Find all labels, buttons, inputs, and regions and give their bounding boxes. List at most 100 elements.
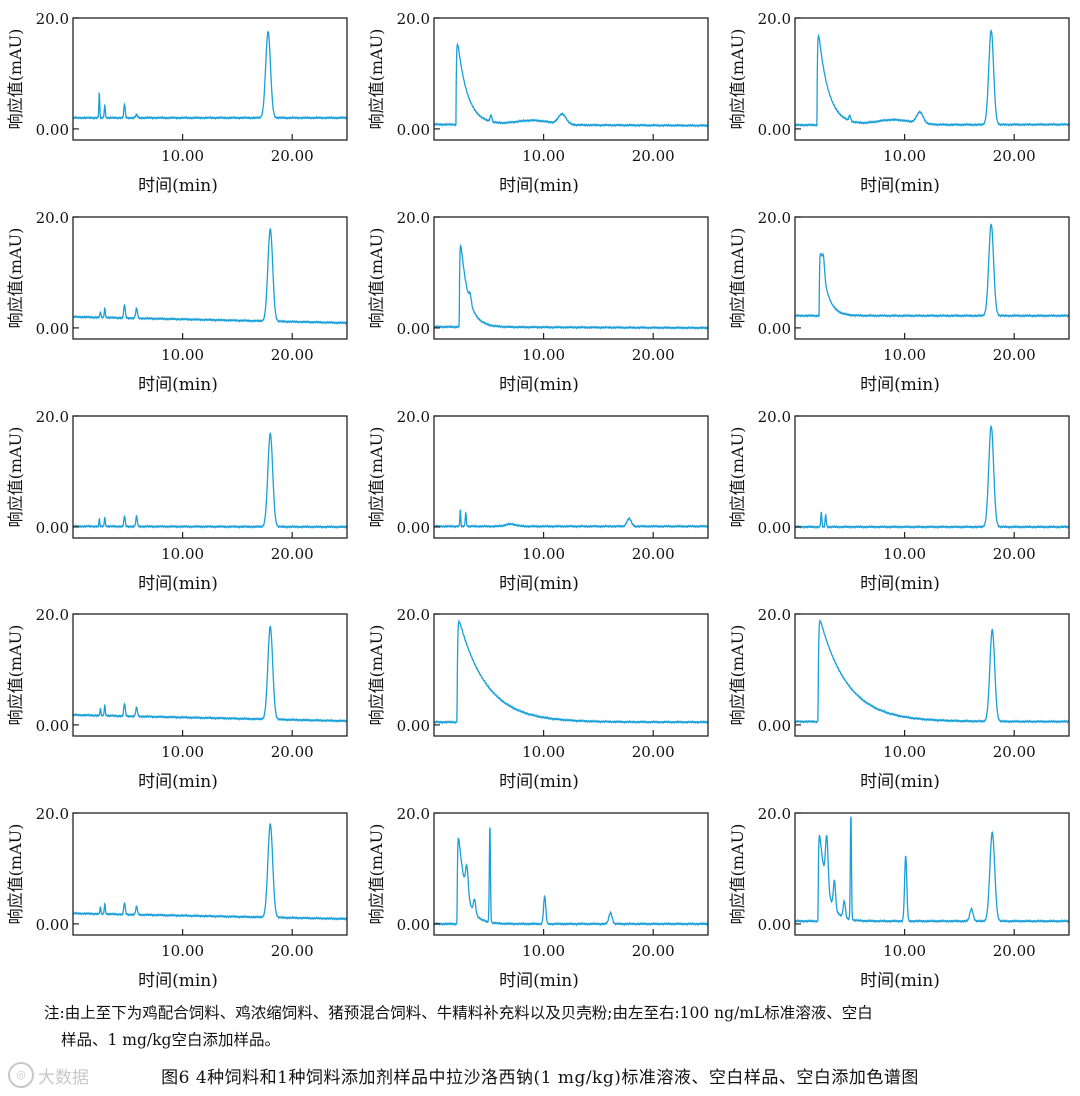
plot-frame [72,216,348,340]
x-tick-label: 10.00 [522,743,565,761]
y-axis-label: 响应值(mAU) [367,228,386,329]
x-axis-label: 时间(min) [499,971,579,991]
x-axis-label: 时间(min) [499,574,579,594]
plot-frame [72,415,348,539]
y-axis-label: 响应值(mAU) [367,625,386,726]
chromatogram-trace [433,827,709,927]
y-tick-label: 0.00 [758,519,791,537]
chromatogram-trace [433,509,709,529]
watermark-text: 大数据 [38,1067,89,1088]
y-tick-label: 20.0 [758,209,791,227]
plot-frame [72,613,348,737]
y-tick-label: 20.0 [758,805,791,823]
y-axis-label: 响应值(mAU) [367,824,386,925]
plot-frame [72,812,348,936]
y-tick-label: 0.00 [758,717,791,735]
y-tick-label: 20.0 [397,408,430,426]
y-tick-label: 20.0 [758,10,791,28]
x-axis-label: 时间(min) [860,971,940,991]
chromatogram-trace [433,619,709,725]
y-axis-label: 响应值(mAU) [6,427,25,528]
y-tick-label: 20.0 [758,606,791,624]
plot-frame [794,415,1070,539]
y-axis-label: 响应值(mAU) [728,625,747,726]
y-axis-label: 响应值(mAU) [367,29,386,130]
y-tick-label: 20.0 [397,209,430,227]
x-tick-label: 20.00 [993,545,1036,563]
y-tick-label: 20.0 [36,10,69,28]
x-tick-label: 10.00 [161,346,204,364]
x-tick-label: 10.00 [883,743,926,761]
y-tick-label: 20.0 [36,408,69,426]
chromatogram-trace [72,625,348,724]
y-tick-label: 0.00 [36,717,69,735]
x-axis-label: 时间(min) [138,971,218,991]
x-axis-label: 时间(min) [860,574,940,594]
x-tick-label: 10.00 [883,147,926,165]
chromatogram-grid: 0.00 20.0 10.00 20.00 时间(min) 响应值(mAU) 0.00 20.… [6,10,1070,991]
x-tick-label: 10.00 [161,743,204,761]
y-tick-label: 20.0 [36,209,69,227]
x-axis-label: 时间(min) [499,772,579,792]
x-axis-label: 时间(min) [860,772,940,792]
note-line-1: 注:由上至下为鸡配合饲料、鸡浓缩饲料、猪预混合饲料、牛精料补充料以及贝壳粉;由左… [44,1004,873,1022]
note-line-2: 样品、1 mg/kg空白添加样品。 [61,1031,280,1049]
plot-frame [794,216,1070,340]
y-axis-label: 响应值(mAU) [728,29,747,130]
x-tick-label: 20.00 [632,147,675,165]
x-axis-label: 时间(min) [138,574,218,594]
plot-frame [794,17,1070,141]
figure-note: 注:由上至下为鸡配合饲料、鸡浓缩饲料、猪预混合饲料、牛精料补充料以及贝壳粉;由左… [44,1000,1054,1054]
plot-frame [794,812,1070,936]
x-tick-label: 20.00 [271,346,314,364]
chromatogram-trace [433,42,709,128]
x-tick-label: 20.00 [993,346,1036,364]
y-tick-label: 0.00 [36,519,69,537]
chromatogram-trace [794,816,1070,924]
y-tick-label: 20.0 [36,805,69,823]
x-tick-label: 10.00 [161,942,204,960]
x-tick-label: 20.00 [993,743,1036,761]
y-axis-label: 响应值(mAU) [728,228,747,329]
x-axis-label: 时间(min) [138,772,218,792]
y-tick-label: 0.00 [397,717,430,735]
x-axis-label: 时间(min) [499,375,579,395]
plot-frame [433,17,709,141]
chromatogram-trace [794,29,1070,128]
plot-frame [433,415,709,539]
y-tick-label: 0.00 [397,121,430,139]
y-axis-label: 响应值(mAU) [6,29,25,130]
x-tick-label: 10.00 [522,147,565,165]
x-tick-label: 20.00 [271,743,314,761]
y-axis-label: 响应值(mAU) [6,824,25,925]
y-tick-label: 0.00 [758,320,791,338]
y-tick-label: 20.0 [397,10,430,28]
y-tick-label: 20.0 [397,606,430,624]
x-axis-label: 时间(min) [138,176,218,196]
x-tick-label: 20.00 [632,545,675,563]
x-tick-label: 10.00 [522,545,565,563]
chromatogram-trace [72,432,348,530]
x-tick-label: 20.00 [271,545,314,563]
watermark: ◎ 大数据 [8,1062,89,1088]
x-tick-label: 10.00 [883,346,926,364]
chromatogram-trace [72,822,348,921]
y-tick-label: 0.00 [397,320,430,338]
figure-caption: 图6 4种饲料和1种饲料添加剂样品中拉沙洛西钠(1 mg/kg)标准溶液、空白样… [161,1068,919,1088]
x-tick-label: 10.00 [883,942,926,960]
chromatogram-trace [433,244,709,331]
y-tick-label: 20.0 [397,805,430,823]
y-tick-label: 0.00 [758,121,791,139]
plot-frame [433,613,709,737]
y-tick-label: 0.00 [397,916,430,934]
y-tick-label: 0.00 [36,916,69,934]
y-tick-label: 0.00 [36,121,69,139]
x-tick-label: 20.00 [632,743,675,761]
x-tick-label: 20.00 [271,147,314,165]
x-axis-label: 时间(min) [499,176,579,196]
watermark-logo-icon: ◎ [8,1062,34,1088]
y-tick-label: 0.00 [397,519,430,537]
y-axis-label: 响应值(mAU) [6,625,25,726]
y-tick-label: 0.00 [36,320,69,338]
plot-frame [433,216,709,340]
